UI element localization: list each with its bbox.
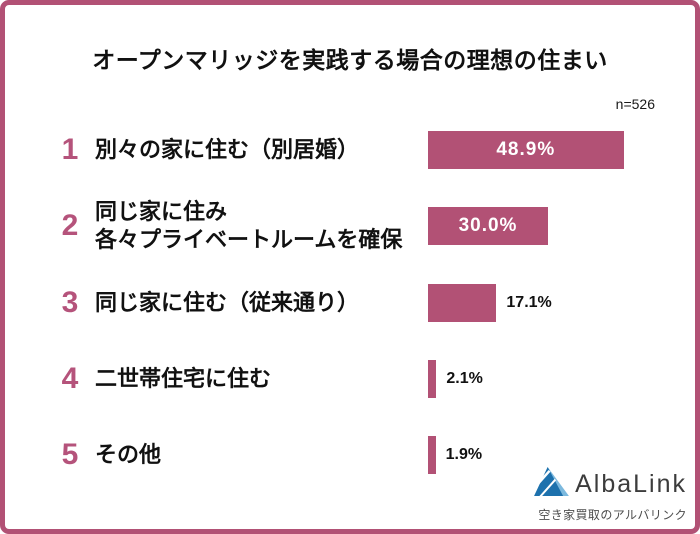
albalink-triangle-icon xyxy=(532,466,570,502)
category-label: 別々の家に住む（別居婚） xyxy=(95,136,359,164)
bar-area: 2.1% xyxy=(428,360,483,398)
value-label: 17.1% xyxy=(506,294,552,311)
rank-number: 2 xyxy=(61,209,79,242)
category-label-line: 各々プライベートルームを確保 xyxy=(95,227,403,252)
value-bar: 30.0% xyxy=(428,207,548,245)
rank-number: 1 xyxy=(61,133,79,166)
category-label: 二世帯住宅に住む xyxy=(95,365,271,393)
chart-row: 3 同じ家に住む（従来通り） 17.1% xyxy=(5,263,695,343)
sample-size-label: n=526 xyxy=(615,96,655,112)
value-label: 1.9% xyxy=(445,446,483,463)
category-label: その他 xyxy=(95,441,161,469)
albalink-logo-name: AlbaLink xyxy=(575,469,687,498)
value-bar xyxy=(428,284,497,322)
value-bar xyxy=(428,360,437,398)
category-label: 同じ家に住み 各々プライベートルームを確保 xyxy=(95,198,402,254)
value-bar xyxy=(428,436,436,474)
category-label-line: 別々の家に住む（別居婚） xyxy=(95,137,360,163)
bar-area: 17.1% xyxy=(428,284,552,322)
bar-area: 1.9% xyxy=(428,436,482,474)
rank-number: 3 xyxy=(61,286,79,319)
chart-row: 4 二世帯住宅に住む 2.1% xyxy=(5,339,695,419)
rank-number: 5 xyxy=(61,438,79,471)
albalink-logo-row: AlbaLink xyxy=(532,466,687,502)
albalink-logo: AlbaLink 空き家買取のアルバリンク xyxy=(532,466,687,523)
albalink-logo-tagline: 空き家買取のアルバリンク xyxy=(538,508,687,522)
chart-row: 5 その他 1.9% xyxy=(5,415,695,495)
chart-title: オープンマリッジを実践する場合の理想の住まい xyxy=(92,47,608,73)
category-label: 同じ家に住む（従来通り） xyxy=(95,289,359,317)
category-label-line: 同じ家に住み xyxy=(95,199,228,225)
value-label: 48.9% xyxy=(496,139,556,160)
value-label: 30.0% xyxy=(458,215,518,236)
value-label: 2.1% xyxy=(446,370,483,387)
category-label-line: その他 xyxy=(95,442,162,468)
value-bar: 48.9% xyxy=(428,131,624,169)
rank-number: 4 xyxy=(61,362,79,395)
chart-row: 1 別々の家に住む（別居婚） 48.9% xyxy=(5,110,695,190)
chart-row: 2 同じ家に住み 各々プライベートルームを確保 30.0% xyxy=(5,186,695,266)
bar-area: 30.0% xyxy=(428,207,548,245)
category-label-line: 同じ家に住む（従来通り） xyxy=(95,290,360,316)
bar-area: 48.9% xyxy=(428,131,624,169)
category-label-line: 二世帯住宅に住む xyxy=(95,366,272,392)
